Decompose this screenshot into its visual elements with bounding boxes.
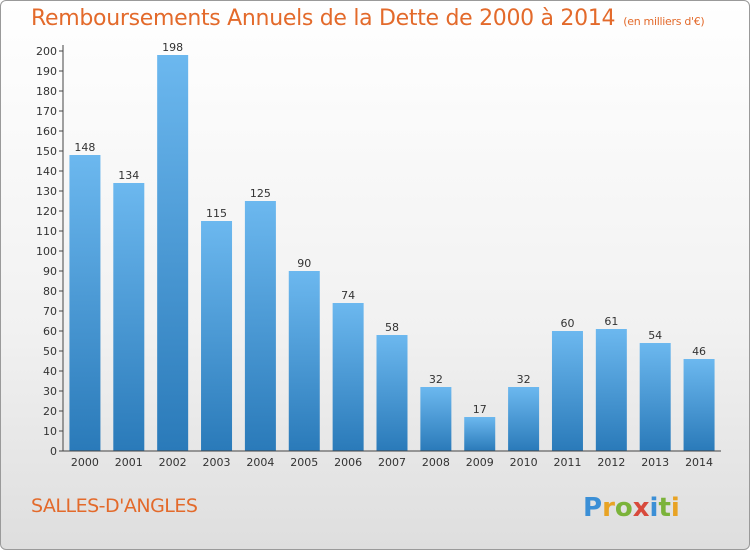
x-tick-label: 2004 <box>246 456 274 469</box>
bars: 148 134 198 115 125 90 74 58 32 17 32 60 61 54 46 <box>69 41 715 451</box>
x-tick-label: 2003 <box>203 456 231 469</box>
y-tick-label: 120 <box>36 205 57 218</box>
y-tick-label: 150 <box>36 145 57 158</box>
bar-value-label: 17 <box>473 403 487 416</box>
y-tick-label: 170 <box>36 105 57 118</box>
x-tick-label: 2006 <box>334 456 362 469</box>
bar-value-label: 32 <box>517 373 531 386</box>
chart-subtitle: (en milliers d'€) <box>623 15 705 28</box>
x-tick-label: 2012 <box>597 456 625 469</box>
y-tick-label: 70 <box>43 305 57 318</box>
y-axis: 0 10 20 30 40 50 60 70 80 90 100 110 120 130 140 150 160… <box>36 45 64 458</box>
y-tick-label: 80 <box>43 285 57 298</box>
bar-value-label: 134 <box>118 169 139 182</box>
x-tick-label: 2011 <box>553 456 581 469</box>
y-tick-label: 140 <box>36 165 57 178</box>
y-tick-label: 30 <box>43 385 57 398</box>
proxiti-logo: Proxiti <box>583 493 680 523</box>
bar-value-label: 46 <box>692 345 706 358</box>
bar <box>201 221 233 451</box>
commune-name: SALLES-D'ANGLES <box>31 495 198 517</box>
bar-value-label: 125 <box>250 187 271 200</box>
bar-value-label: 60 <box>560 317 574 330</box>
y-tick-label: 130 <box>36 185 57 198</box>
x-tick-label: 2009 <box>466 456 494 469</box>
bar <box>157 55 189 451</box>
chart-title: Remboursements Annuels de la Dette de 20… <box>31 6 705 31</box>
y-tick-label: 60 <box>43 325 57 338</box>
y-tick-label: 110 <box>36 225 57 238</box>
bar <box>639 343 671 451</box>
bar <box>551 331 583 451</box>
x-tick-label: 2000 <box>71 456 99 469</box>
bar <box>464 417 496 451</box>
x-tick-label: 2005 <box>290 456 318 469</box>
y-tick-label: 0 <box>50 445 57 458</box>
chart-title-text: Remboursements Annuels de la Dette de 20… <box>31 6 616 31</box>
bar-value-label: 32 <box>429 373 443 386</box>
y-tick-label: 190 <box>36 65 57 78</box>
bar-value-label: 90 <box>297 257 311 270</box>
x-tick-label: 2001 <box>115 456 143 469</box>
y-tick-label: 90 <box>43 265 57 278</box>
bar <box>113 183 145 451</box>
x-tick-label: 2008 <box>422 456 450 469</box>
bar <box>69 155 101 451</box>
bar-chart: 0 10 20 30 40 50 60 70 80 90 100 110 120 130 140 150 160… <box>36 41 721 469</box>
y-tick-label: 160 <box>36 125 57 138</box>
bar-value-label: 198 <box>162 41 183 54</box>
bar <box>244 201 276 451</box>
y-tick-label: 100 <box>36 245 57 258</box>
x-tick-label: 2007 <box>378 456 406 469</box>
y-tick-label: 50 <box>43 345 57 358</box>
y-tick-label: 10 <box>43 425 57 438</box>
x-tick-label: 2010 <box>510 456 538 469</box>
bar <box>376 335 408 451</box>
y-tick-label: 20 <box>43 405 57 418</box>
x-tick-label: 2013 <box>641 456 669 469</box>
bar <box>508 387 540 451</box>
bar <box>332 303 364 451</box>
bar <box>420 387 452 451</box>
y-tick-label: 200 <box>36 45 57 58</box>
y-tick-label: 180 <box>36 85 57 98</box>
bar-value-label: 148 <box>74 141 95 154</box>
x-tick-label: 2002 <box>159 456 187 469</box>
bar <box>595 329 627 451</box>
svg-text:Proxiti: Proxiti <box>583 493 680 523</box>
bar <box>683 359 715 451</box>
bar <box>288 271 320 451</box>
bar-value-label: 61 <box>604 315 618 328</box>
bar-value-label: 74 <box>341 289 355 302</box>
bar-value-label: 54 <box>648 329 662 342</box>
bar-value-label: 115 <box>206 207 227 220</box>
y-tick-label: 40 <box>43 365 57 378</box>
x-tick-label: 2014 <box>685 456 713 469</box>
bar-value-label: 58 <box>385 321 399 334</box>
x-axis: 2000 2001 2002 2003 2004 2005 2006 2007 2008 2009… <box>63 450 721 469</box>
